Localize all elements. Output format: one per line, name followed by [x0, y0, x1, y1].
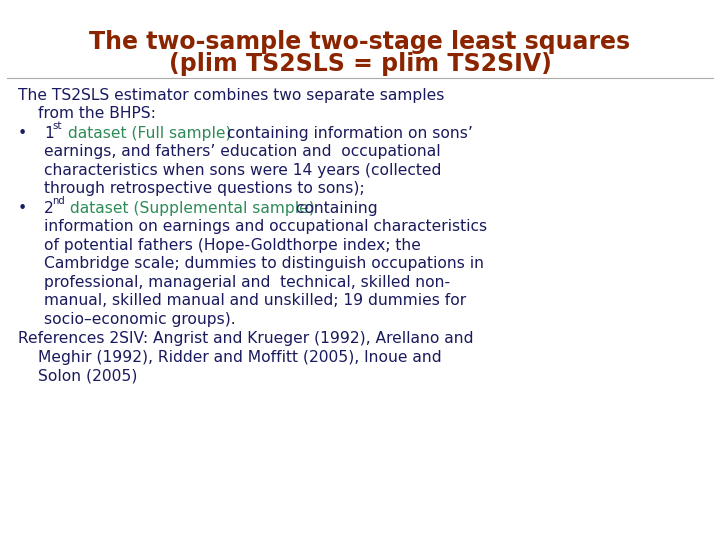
- Text: dataset (Supplemental sample): dataset (Supplemental sample): [65, 201, 315, 216]
- Text: manual, skilled manual and unskilled; 19 dummies for: manual, skilled manual and unskilled; 19…: [44, 293, 466, 308]
- Text: professional, managerial and  technical, skilled non-: professional, managerial and technical, …: [44, 275, 450, 290]
- Text: •: •: [18, 126, 27, 141]
- Text: characteristics when sons were 14 years (collected: characteristics when sons were 14 years …: [44, 163, 441, 178]
- Text: socio–economic groups).: socio–economic groups).: [44, 312, 235, 327]
- Text: The TS2SLS estimator combines two separate samples: The TS2SLS estimator combines two separa…: [18, 88, 444, 103]
- Text: from the BHPS:: from the BHPS:: [38, 106, 156, 122]
- Text: 2: 2: [44, 201, 54, 216]
- Text: of potential fathers (Hope-Goldthorpe index; the: of potential fathers (Hope-Goldthorpe in…: [44, 238, 421, 253]
- Text: The two-sample two-stage least squares: The two-sample two-stage least squares: [89, 30, 631, 54]
- Text: Cambridge scale; dummies to distinguish occupations in: Cambridge scale; dummies to distinguish …: [44, 256, 484, 271]
- Text: containing information on sons’: containing information on sons’: [222, 126, 473, 141]
- Text: Solon (2005): Solon (2005): [38, 368, 138, 383]
- Text: Meghir (1992), Ridder and Moffitt (2005), Inoue and: Meghir (1992), Ridder and Moffitt (2005)…: [38, 350, 441, 365]
- Text: st: st: [52, 121, 61, 131]
- Text: •: •: [18, 201, 27, 216]
- Text: nd: nd: [52, 196, 65, 206]
- Text: 1: 1: [44, 126, 54, 141]
- Text: (plim TS2SLS = plim TS2SIV): (plim TS2SLS = plim TS2SIV): [168, 52, 552, 76]
- Text: earnings, and fathers’ education and  occupational: earnings, and fathers’ education and occ…: [44, 144, 441, 159]
- Text: References 2SIV: Angrist and Krueger (1992), Arellano and: References 2SIV: Angrist and Krueger (19…: [18, 331, 474, 346]
- Text: information on earnings and occupational characteristics: information on earnings and occupational…: [44, 219, 487, 234]
- Text: dataset (Full sample): dataset (Full sample): [63, 126, 232, 141]
- Text: through retrospective questions to sons);: through retrospective questions to sons)…: [44, 181, 364, 197]
- Text: containing: containing: [291, 201, 377, 216]
